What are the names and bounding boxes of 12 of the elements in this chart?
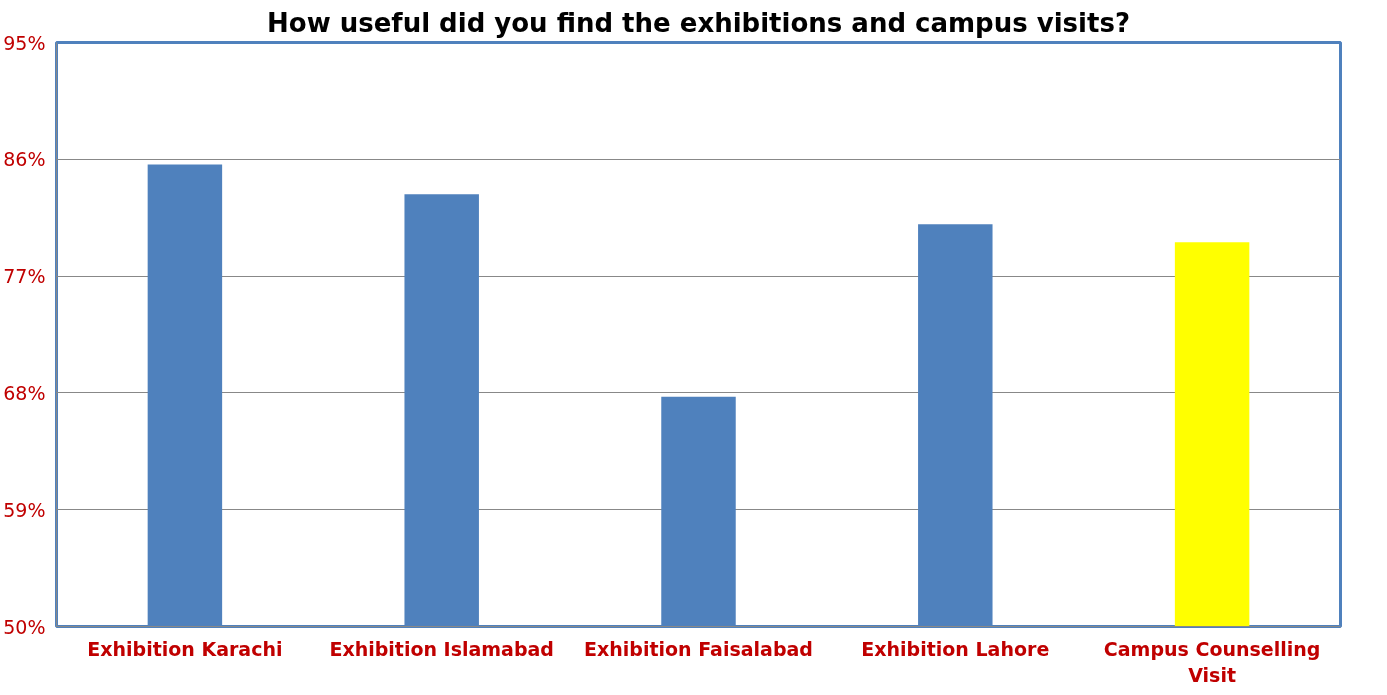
x-tick-label: Campus Counselling Visit xyxy=(1103,637,1321,686)
y-tick-label: 86% xyxy=(3,148,46,171)
x-tick-label: Exhibition Islamabad xyxy=(329,637,554,660)
chart-title: How useful did you find the exhibitions and campus visits? xyxy=(267,7,1130,38)
y-tick-label: 59% xyxy=(3,498,46,521)
x-tick-label: Exhibition Karachi xyxy=(87,637,283,660)
y-tick-label: 77% xyxy=(3,265,46,288)
x-tick-label: Exhibition Lahore xyxy=(861,637,1050,660)
y-tick-label: 50% xyxy=(3,615,46,638)
x-tick-label: Exhibition Faisalabad xyxy=(584,637,813,660)
y-tick-label: 68% xyxy=(3,381,46,404)
y-tick-label: 95% xyxy=(3,31,46,54)
